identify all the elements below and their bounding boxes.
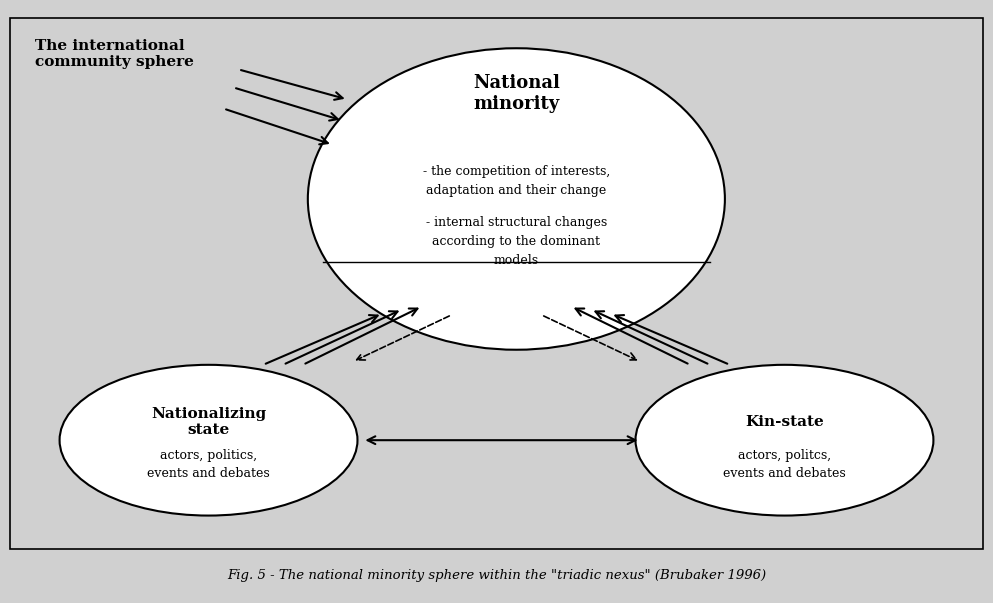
Text: - internal structural changes
according to the dominant
models: - internal structural changes according …	[426, 216, 607, 267]
Text: Nationalizing
state: Nationalizing state	[151, 407, 266, 437]
Text: The international
community sphere: The international community sphere	[35, 39, 194, 69]
Ellipse shape	[636, 365, 933, 516]
Text: Fig. 5 - The national minority sphere within the "triadic nexus" (Brubaker 1996): Fig. 5 - The national minority sphere wi…	[227, 569, 766, 582]
Ellipse shape	[60, 365, 357, 516]
Text: Kin-state: Kin-state	[745, 415, 824, 429]
Text: actors, politcs,
events and debates: actors, politcs, events and debates	[723, 449, 846, 480]
Ellipse shape	[308, 48, 725, 350]
Text: actors, politics,
events and debates: actors, politics, events and debates	[147, 449, 270, 480]
Text: National
minority: National minority	[473, 74, 560, 113]
Bar	[10, 18, 983, 549]
Text: - the competition of interests,
adaptation and their change: - the competition of interests, adaptati…	[423, 165, 610, 197]
